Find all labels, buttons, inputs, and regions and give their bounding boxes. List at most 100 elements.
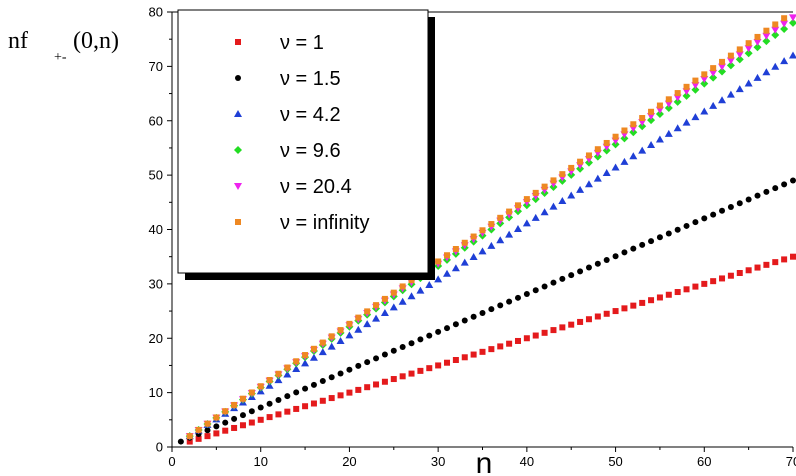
data-point xyxy=(222,427,229,434)
data-point xyxy=(309,353,318,361)
data-point xyxy=(603,256,610,263)
data-point xyxy=(541,183,548,190)
legend-marker xyxy=(234,146,242,154)
data-point xyxy=(568,272,575,279)
data-point xyxy=(426,332,433,339)
data-point xyxy=(639,115,646,122)
data-point xyxy=(213,414,220,421)
data-point xyxy=(257,383,264,390)
data-point xyxy=(744,45,753,53)
series-1 xyxy=(186,253,796,445)
data-point xyxy=(754,264,761,271)
y-tick-label: 10 xyxy=(149,385,163,400)
data-point xyxy=(753,73,762,81)
data-point xyxy=(772,259,779,266)
data-point xyxy=(497,214,504,221)
data-point xyxy=(506,208,513,215)
data-point xyxy=(266,400,273,407)
data-point xyxy=(248,408,255,415)
series-2 xyxy=(177,177,796,445)
data-point xyxy=(451,264,460,272)
data-point xyxy=(790,253,796,260)
data-point xyxy=(195,426,202,433)
legend-label: ν = 4.2 xyxy=(280,104,341,126)
data-point xyxy=(381,295,388,302)
data-point xyxy=(639,241,646,248)
data-point xyxy=(701,215,708,222)
data-point xyxy=(380,308,389,316)
data-point xyxy=(577,318,584,325)
data-point xyxy=(239,412,246,419)
data-point xyxy=(736,200,743,207)
data-point xyxy=(603,310,610,317)
data-point xyxy=(567,191,576,199)
data-point xyxy=(506,340,513,347)
data-point xyxy=(328,395,335,402)
data-point xyxy=(514,202,521,209)
legend-box xyxy=(177,9,429,274)
data-point xyxy=(452,321,459,328)
data-point xyxy=(620,157,629,165)
data-point xyxy=(470,233,477,240)
data-point xyxy=(576,185,585,193)
data-point xyxy=(762,68,771,76)
data-point xyxy=(505,230,514,238)
data-point xyxy=(612,308,619,315)
data-point xyxy=(674,226,681,233)
data-point xyxy=(444,359,451,366)
data-point xyxy=(336,336,345,344)
data-point xyxy=(452,357,459,363)
x-tick-label: 30 xyxy=(431,454,445,469)
data-point xyxy=(284,408,291,415)
data-point xyxy=(514,337,521,344)
data-point xyxy=(709,101,718,109)
data-point xyxy=(665,291,672,298)
data-point xyxy=(629,128,638,137)
data-point xyxy=(355,386,362,393)
data-point xyxy=(186,438,193,445)
data-point xyxy=(577,268,584,275)
data-point xyxy=(275,411,282,418)
data-point xyxy=(568,321,575,328)
data-point xyxy=(478,247,487,255)
data-point xyxy=(373,302,380,309)
data-point xyxy=(186,433,193,440)
data-point xyxy=(479,348,486,355)
y-axis-label-args: (0,n) xyxy=(73,28,119,54)
data-point xyxy=(381,351,388,358)
data-point xyxy=(319,378,326,385)
data-point xyxy=(700,107,709,115)
data-point xyxy=(735,51,744,59)
data-point xyxy=(354,325,363,333)
data-point xyxy=(506,298,513,305)
data-point xyxy=(789,51,796,59)
legend-marker xyxy=(235,75,241,81)
data-point xyxy=(513,225,522,233)
data-point xyxy=(302,403,309,410)
data-point xyxy=(727,204,734,211)
data-point xyxy=(726,61,735,70)
data-point xyxy=(683,286,690,293)
legend-label: ν = 9.6 xyxy=(280,140,341,162)
data-point xyxy=(718,67,727,76)
data-point xyxy=(319,339,326,346)
data-point xyxy=(656,102,663,109)
y-tick-label: 70 xyxy=(149,59,163,74)
x-tick-label: 50 xyxy=(608,454,622,469)
data-point xyxy=(719,58,726,65)
data-point xyxy=(328,333,335,340)
data-point xyxy=(664,129,673,137)
data-point xyxy=(231,415,238,422)
data-point xyxy=(469,253,478,261)
data-point xyxy=(664,103,673,112)
data-point xyxy=(345,331,354,339)
y-tick-label: 60 xyxy=(149,113,163,128)
data-point xyxy=(594,313,601,320)
data-point xyxy=(719,275,726,282)
y-tick-label: 30 xyxy=(149,276,163,291)
data-point xyxy=(691,82,700,90)
data-point xyxy=(408,277,415,284)
x-tick-label: 40 xyxy=(520,454,534,469)
data-point xyxy=(674,90,681,97)
data-point xyxy=(470,313,477,320)
